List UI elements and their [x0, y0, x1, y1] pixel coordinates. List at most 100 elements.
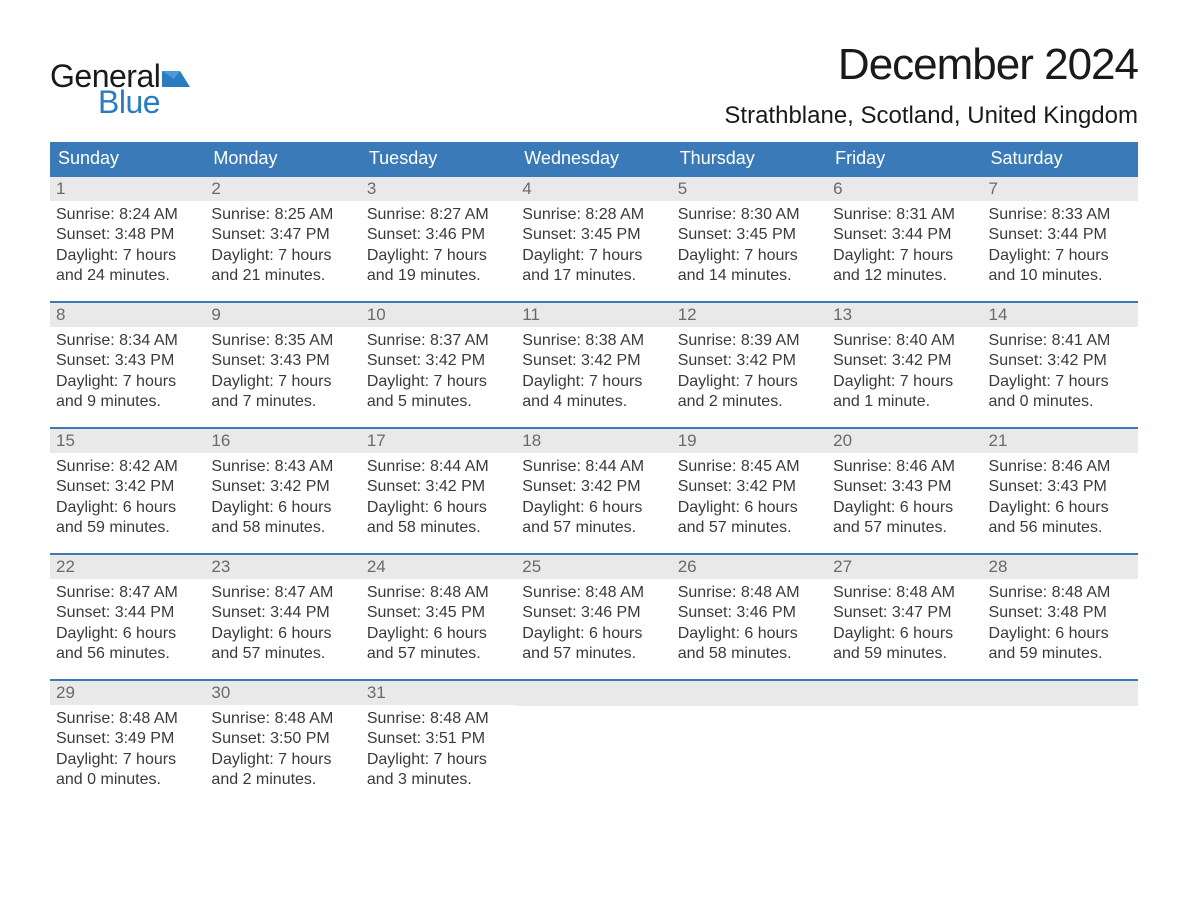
day-number: 27: [833, 557, 852, 576]
day-cell: 18Sunrise: 8:44 AMSunset: 3:42 PMDayligh…: [516, 429, 671, 553]
daylight-line1: Daylight: 7 hours: [833, 246, 976, 266]
sunrise-line: Sunrise: 8:48 AM: [367, 709, 510, 729]
day-number: 12: [678, 305, 697, 324]
daynum-bar: 24: [361, 555, 516, 579]
daylight-line2: and 0 minutes.: [56, 770, 199, 790]
sunset-line: Sunset: 3:46 PM: [522, 603, 665, 623]
daylight-line2: and 12 minutes.: [833, 266, 976, 286]
sunrise-line: Sunrise: 8:25 AM: [211, 205, 354, 225]
sunset-line: Sunset: 3:45 PM: [367, 603, 510, 623]
day-number: 15: [56, 431, 75, 450]
day-header: Friday: [827, 142, 982, 175]
day-number: 26: [678, 557, 697, 576]
day-number: 23: [211, 557, 230, 576]
sunrise-line: Sunrise: 8:33 AM: [989, 205, 1132, 225]
day-number: 13: [833, 305, 852, 324]
daylight-line1: Daylight: 7 hours: [56, 372, 199, 392]
day-details: Sunrise: 8:48 AMSunset: 3:47 PMDaylight:…: [827, 579, 982, 675]
day-number: 16: [211, 431, 230, 450]
day-header: Thursday: [672, 142, 827, 175]
sunrise-line: Sunrise: 8:30 AM: [678, 205, 821, 225]
daynum-bar: 29: [50, 681, 205, 705]
day-cell: 14 Sunrise: 8:41 AMSunset: 3:42 PMDayligh…: [983, 303, 1138, 427]
daylight-line1: Daylight: 7 hours: [989, 372, 1132, 392]
sunset-line: Sunset: 3:46 PM: [367, 225, 510, 245]
daylight-line2: and 58 minutes.: [211, 518, 354, 538]
day-cell: 28Sunrise: 8:48 AMSunset: 3:48 PMDayligh…: [983, 555, 1138, 679]
day-details: Sunrise: 8:44 AMSunset: 3:42 PMDaylight:…: [516, 453, 671, 549]
day-cell: 11Sunrise: 8:38 AMSunset: 3:42 PMDayligh…: [516, 303, 671, 427]
day-cell: 24Sunrise: 8:48 AMSunset: 3:45 PMDayligh…: [361, 555, 516, 679]
day-cell: 29Sunrise: 8:48 AMSunset: 3:49 PMDayligh…: [50, 681, 205, 805]
week-row: 22Sunrise: 8:47 AMSunset: 3:44 PMDayligh…: [50, 553, 1138, 679]
daynum-bar: 31: [361, 681, 516, 705]
sunrise-line: Sunrise: 8:48 AM: [989, 583, 1132, 603]
day-cell: [516, 681, 671, 805]
day-header: Sunday: [50, 142, 205, 175]
day-number: 5: [678, 179, 687, 198]
daynum-bar: 30: [205, 681, 360, 705]
day-details: Sunrise: 8:45 AMSunset: 3:42 PMDaylight:…: [672, 453, 827, 549]
month-title: December 2024: [724, 40, 1138, 90]
sunrise-line: Sunrise: 8:38 AM: [522, 331, 665, 351]
daylight-line1: Daylight: 6 hours: [989, 498, 1132, 518]
sunrise-line: Sunrise: 8:41 AM: [989, 331, 1132, 351]
daylight-line2: and 57 minutes.: [833, 518, 976, 538]
daylight-line2: and 59 minutes.: [833, 644, 976, 664]
sunset-line: Sunset: 3:42 PM: [833, 351, 976, 371]
day-cell: 9Sunrise: 8:35 AMSunset: 3:43 PMDaylight…: [205, 303, 360, 427]
daylight-line2: and 57 minutes.: [367, 644, 510, 664]
daylight-line2: and 24 minutes.: [56, 266, 199, 286]
day-number: 11: [522, 305, 540, 324]
daylight-line2: and 56 minutes.: [989, 518, 1132, 538]
sunrise-line: Sunrise: 8:48 AM: [678, 583, 821, 603]
daylight-line2: and 57 minutes.: [211, 644, 354, 664]
sunset-line: Sunset: 3:42 PM: [522, 477, 665, 497]
daynum-bar: 7: [983, 177, 1138, 201]
daylight-line1: Daylight: 7 hours: [678, 246, 821, 266]
daylight-line1: Daylight: 7 hours: [367, 372, 510, 392]
day-number: 4: [522, 179, 531, 198]
day-number: 30: [211, 683, 230, 702]
daylight-line2: and 10 minutes.: [989, 266, 1132, 286]
sunrise-line: Sunrise: 8:47 AM: [211, 583, 354, 603]
day-cell: 27 Sunrise: 8:48 AMSunset: 3:47 PMDayligh…: [827, 555, 982, 679]
daynum-bar: 23: [205, 555, 360, 579]
sunset-line: Sunset: 3:42 PM: [367, 477, 510, 497]
daylight-line1: Daylight: 6 hours: [678, 498, 821, 518]
day-number: 1: [56, 179, 65, 198]
day-details: Sunrise: 8:40 AMSunset: 3:42 PMDaylight:…: [827, 327, 982, 423]
daylight-line2: and 14 minutes.: [678, 266, 821, 286]
day-cell: [672, 681, 827, 805]
day-cell: 13 Sunrise: 8:40 AMSunset: 3:42 PMDayligh…: [827, 303, 982, 427]
daynum-bar: 25: [516, 555, 671, 579]
day-number: 29: [56, 683, 75, 702]
sunset-line: Sunset: 3:43 PM: [989, 477, 1132, 497]
daylight-line2: and 5 minutes.: [367, 392, 510, 412]
day-details: Sunrise: 8:46 AMSunset: 3:43 PMDaylight:…: [983, 453, 1138, 549]
daylight-line1: Daylight: 7 hours: [56, 750, 199, 770]
daylight-line1: Daylight: 7 hours: [989, 246, 1132, 266]
day-details: Sunrise: 8:48 AMSunset: 3:50 PMDaylight:…: [205, 705, 360, 801]
day-cell: 8Sunrise: 8:34 AMSunset: 3:43 PMDaylight…: [50, 303, 205, 427]
daylight-line2: and 57 minutes.: [522, 644, 665, 664]
daylight-line2: and 2 minutes.: [211, 770, 354, 790]
daynum-bar-empty: [516, 681, 671, 706]
title-block: December 2024 Strathblane, Scotland, Uni…: [724, 40, 1138, 130]
sunrise-line: Sunrise: 8:34 AM: [56, 331, 199, 351]
daylight-line1: Daylight: 6 hours: [211, 498, 354, 518]
daylight-line1: Daylight: 6 hours: [367, 624, 510, 644]
daylight-line1: Daylight: 6 hours: [833, 624, 976, 644]
daynum-bar: 15: [50, 429, 205, 453]
daylight-line2: and 21 minutes.: [211, 266, 354, 286]
daynum-bar: 2: [205, 177, 360, 201]
day-details: Sunrise: 8:43 AMSunset: 3:42 PMDaylight:…: [205, 453, 360, 549]
sunset-line: Sunset: 3:42 PM: [989, 351, 1132, 371]
daylight-line2: and 56 minutes.: [56, 644, 199, 664]
day-cell: 31Sunrise: 8:48 AMSunset: 3:51 PMDayligh…: [361, 681, 516, 805]
sunset-line: Sunset: 3:51 PM: [367, 729, 510, 749]
daynum-bar: 14: [983, 303, 1138, 327]
day-cell: 10Sunrise: 8:37 AMSunset: 3:42 PMDayligh…: [361, 303, 516, 427]
day-number: 6: [833, 179, 842, 198]
sunset-line: Sunset: 3:48 PM: [989, 603, 1132, 623]
